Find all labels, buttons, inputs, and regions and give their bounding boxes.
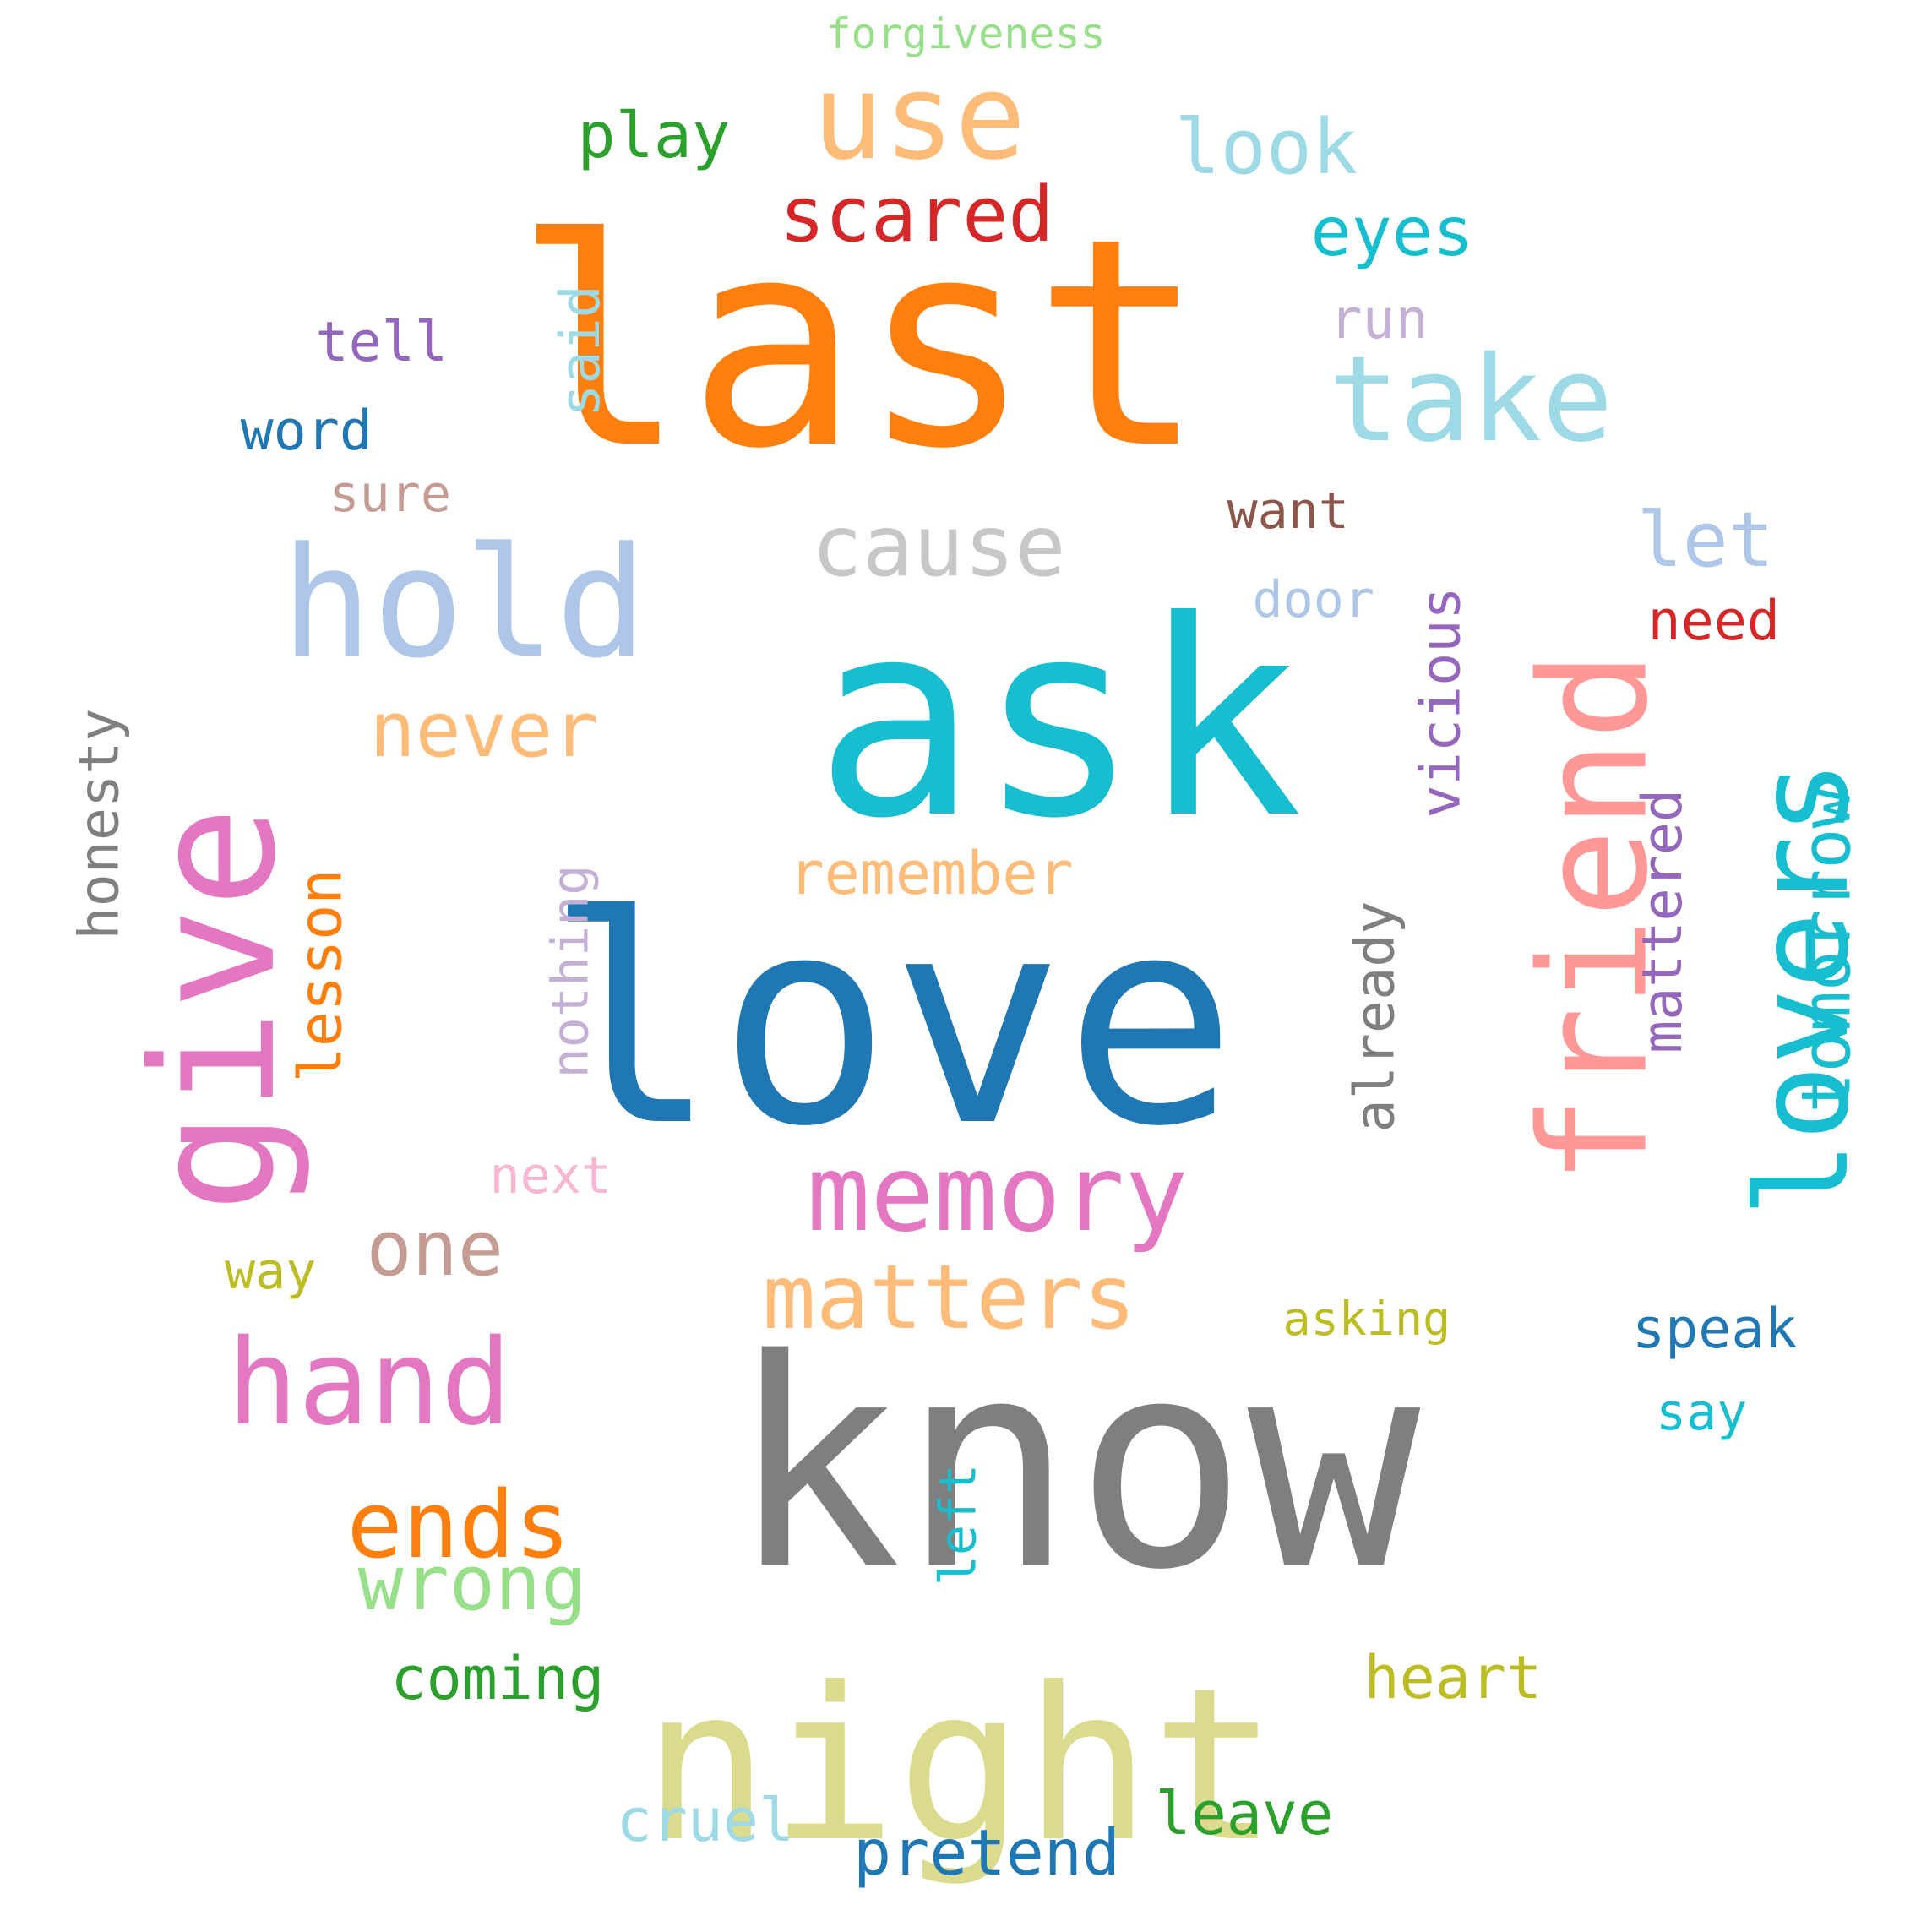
word-asking: asking: [1282, 1291, 1451, 1346]
word-left: left: [928, 1463, 988, 1586]
word-mattered: mattered: [1630, 788, 1695, 1053]
word-know: know: [728, 1298, 1421, 1633]
word-tomorrow: tomorrow: [1787, 787, 1866, 1113]
word-speak: speak: [1632, 1297, 1798, 1361]
word-cruel: cruel: [616, 1786, 795, 1855]
word-give: give: [116, 806, 313, 1213]
word-memory: memory: [807, 1132, 1189, 1255]
word-say: say: [1656, 1383, 1748, 1442]
word-word: word: [240, 399, 373, 463]
word-take: take: [1328, 331, 1614, 469]
word-need: need: [1647, 589, 1781, 653]
word-hand: hand: [226, 1314, 512, 1452]
word-way: way: [225, 1242, 317, 1301]
word-vicious: vicious: [1409, 586, 1473, 818]
word-cause: cause: [811, 497, 1066, 596]
word-next: next: [489, 1146, 612, 1205]
word-honesty: honesty: [68, 708, 132, 939]
word-heart: heart: [1363, 1643, 1543, 1712]
word-never: never: [369, 686, 599, 775]
word-hold: hold: [280, 515, 647, 692]
word-forgiveness: forgiveness: [825, 9, 1106, 58]
word-use: use: [812, 49, 1026, 187]
word-remember: remember: [788, 839, 1074, 908]
word-sure: sure: [329, 465, 452, 524]
word-tell: tell: [315, 310, 449, 374]
word-ask: ask: [814, 563, 1303, 878]
word-nothing: nothing: [540, 864, 600, 1079]
word-play: play: [577, 97, 731, 172]
word-said: said: [548, 284, 612, 417]
word-ends: ends: [346, 1471, 571, 1579]
word-leave: leave: [1155, 1779, 1334, 1848]
word-look: look: [1174, 103, 1358, 192]
word-scared: scared: [779, 171, 1054, 259]
word-let: let: [1636, 496, 1775, 585]
word-lesson: lesson: [285, 868, 355, 1083]
word-night: night: [642, 1642, 1279, 1888]
word-wrong: wrong: [357, 1539, 587, 1628]
word-coming: coming: [390, 1644, 605, 1713]
word-eyes: eyes: [1310, 193, 1474, 271]
word-one: one: [366, 1205, 504, 1293]
word-matters: matters: [762, 1245, 1137, 1349]
word-pretend: pretend: [853, 1815, 1121, 1890]
word-last: last: [514, 177, 1206, 512]
word-run: run: [1329, 287, 1429, 351]
word-want: want: [1227, 482, 1350, 541]
word-door: door: [1252, 570, 1375, 629]
word-already: already: [1343, 901, 1407, 1132]
word-love: love: [545, 855, 1238, 1189]
